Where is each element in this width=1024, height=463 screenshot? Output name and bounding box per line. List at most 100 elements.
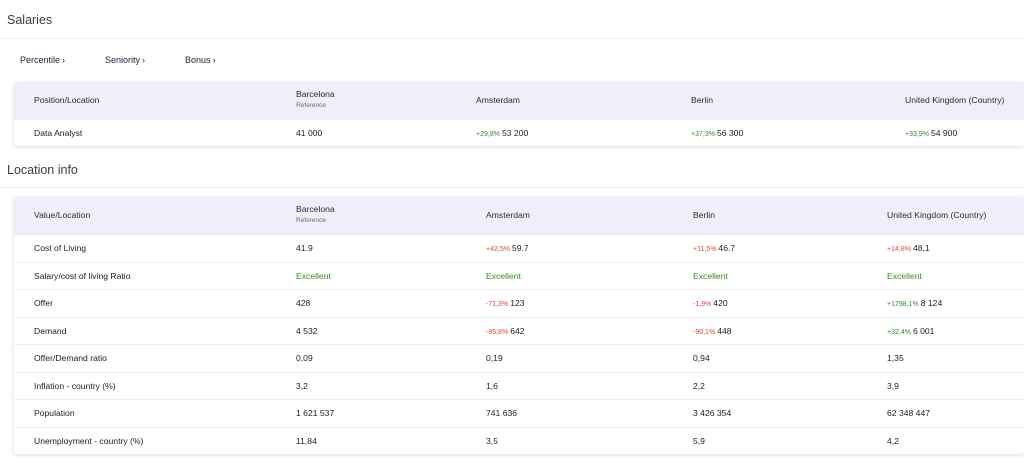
- berlin-value: 420: [713, 298, 728, 308]
- divider: [0, 187, 1024, 188]
- amsterdam-value: 59.7: [511, 243, 529, 253]
- reference-label: Reference: [296, 102, 326, 109]
- united-kingdom-cell: +1798,1% 8 124: [887, 298, 942, 308]
- row-label: Data Analyst: [34, 128, 83, 138]
- filter-bonus[interactable]: Bonus ›: [185, 55, 216, 65]
- header-position-location: Position/Location: [34, 95, 100, 105]
- filter-bonus-label: Bonus: [185, 55, 211, 65]
- table-row[interactable]: Unemployment - country (%) 11,84 3,5 5,9 4,2: [14, 426, 1024, 455]
- delta-badge: +42,5%: [486, 246, 510, 253]
- table-row[interactable]: Data Analyst 41 000 +29,8% 53 200 +37,3% 5…: [14, 119, 1024, 146]
- header-berlin: Berlin: [691, 95, 713, 105]
- filter-seniority[interactable]: Seniority ›: [105, 55, 145, 65]
- row-label: Population: [34, 408, 75, 418]
- united-kingdom-cell: +14,8% 48,1: [887, 243, 930, 253]
- chevron-right-icon: ›: [62, 55, 66, 65]
- location-info-table: Value/Location Barcelona Reference Amste…: [14, 197, 1024, 454]
- berlin-cell: +11,5% 46.7: [693, 243, 735, 253]
- amsterdam-cell: 0,19: [486, 353, 503, 363]
- berlin-cell: -90,1% 448: [693, 326, 732, 336]
- berlin-value: 56 300: [716, 128, 744, 138]
- united-kingdom-value: 8 124: [920, 298, 943, 308]
- united-kingdom-cell: 1,35: [887, 353, 904, 363]
- table-row[interactable]: Cost of Living 41.9 +42,5% 59.7 +11,5% 46.7 +1…: [14, 234, 1024, 262]
- united-kingdom-value: 6 001: [912, 325, 935, 336]
- delta-badge: +11,5%: [693, 246, 717, 253]
- united-kingdom-cell: +32,4% 6 001: [887, 326, 934, 336]
- delta-badge: +37,3%: [691, 131, 715, 138]
- amsterdam-cell: 1,6: [486, 381, 498, 391]
- amsterdam-value: 53 200: [501, 128, 529, 138]
- table-row[interactable]: Demand 4 532 -85,8% 642 -90,1% 448 +32,4% 6 001: [14, 316, 1024, 345]
- table-row[interactable]: Inflation - country (%) 3,2 1,6 2,2 3,9: [14, 371, 1024, 400]
- barcelona-value: 0,09: [296, 353, 313, 363]
- amsterdam-value: 642: [510, 325, 525, 336]
- table-row[interactable]: Offer/Demand ratio 0,09 0,19 0,94 1,35: [14, 344, 1024, 372]
- amsterdam-cell: Excellent: [486, 271, 521, 281]
- row-label: Salary/cost of living Ratio: [34, 270, 131, 281]
- berlin-cell: Excellent: [693, 271, 728, 281]
- united-kingdom-cell: Excellent: [887, 271, 922, 281]
- location-info-title: Location info: [7, 163, 78, 177]
- salaries-table: Position/Location Barcelona Reference Am…: [14, 82, 1024, 146]
- table-body: Cost of Living 41.9 +42,5% 59.7 +11,5% 46.7 +1…: [14, 234, 1024, 454]
- berlin-cell: +37,3% 56 300: [691, 128, 743, 138]
- delta-badge: +1798,1%: [887, 301, 919, 308]
- delta-badge: +32,4%: [887, 328, 911, 336]
- united-kingdom-cell: 4,2: [887, 436, 899, 446]
- filter-bar: Percentile › Seniority › Bonus ›: [20, 55, 256, 65]
- table-header: Position/Location Barcelona Reference Am…: [14, 82, 1024, 119]
- delta-badge: +29,8%: [476, 131, 500, 138]
- barcelona-value: 4 532: [296, 325, 318, 336]
- header-amsterdam: Amsterdam: [486, 210, 530, 220]
- amsterdam-value: 0,19: [486, 353, 503, 363]
- barcelona-value: 428: [296, 298, 311, 308]
- barcelona-value: 3,2: [296, 380, 308, 391]
- divider: [0, 38, 1024, 39]
- amsterdam-cell: +29,8% 53 200: [476, 128, 528, 138]
- barcelona-value: Excellent: [296, 270, 331, 281]
- reference-label: Reference: [296, 217, 326, 224]
- delta-badge: +33,9%: [905, 131, 929, 138]
- amsterdam-cell: 741 636: [486, 408, 517, 418]
- header-united-kingdom: United Kingdom (Country): [887, 210, 987, 220]
- berlin-value: Excellent: [693, 270, 728, 281]
- united-kingdom-value: 3,9: [887, 380, 899, 391]
- table-row[interactable]: Salary/cost of living Ratio Excellent Exce…: [14, 261, 1024, 290]
- amsterdam-value: 3,5: [486, 435, 498, 446]
- salaries-title: Salaries: [7, 13, 53, 27]
- table-row[interactable]: Population 1 621 537 741 636 3 426 354 62 34…: [14, 399, 1024, 427]
- barcelona-value: 11,84: [296, 435, 317, 446]
- berlin-value: 0,94: [693, 353, 710, 363]
- row-label: Inflation - country (%): [34, 380, 116, 391]
- united-kingdom-value: 62 348 447: [887, 408, 931, 418]
- header-barcelona-label: Barcelona: [296, 204, 335, 214]
- table-row[interactable]: Offer 428 -71,3% 123 -1,9% 420 +1798,1% 8 124: [14, 289, 1024, 317]
- filter-percentile-label: Percentile: [20, 55, 61, 65]
- berlin-value: 2,2: [693, 380, 705, 391]
- filter-percentile[interactable]: Percentile ›: [20, 55, 65, 65]
- delta-badge: -90,1%: [693, 328, 716, 336]
- row-label: Cost of Living: [34, 243, 87, 253]
- united-kingdom-value: 54 900: [930, 128, 958, 138]
- header-barcelona: Barcelona Reference: [296, 204, 335, 224]
- berlin-value: 448: [717, 325, 732, 336]
- berlin-cell: 3 426 354: [693, 408, 731, 418]
- berlin-cell: 0,94: [693, 353, 710, 363]
- united-kingdom-value: Excellent: [887, 270, 922, 281]
- row-label: Demand: [34, 325, 67, 336]
- berlin-cell: -1,9% 420: [693, 298, 728, 308]
- header-value-location: Value/Location: [34, 210, 91, 220]
- table-header: Value/Location Barcelona Reference Amste…: [14, 197, 1024, 234]
- amsterdam-value: 741 636: [486, 408, 518, 418]
- berlin-value: 3 426 354: [693, 408, 732, 418]
- chevron-right-icon: ›: [142, 55, 146, 65]
- amsterdam-cell: +42,5% 59.7: [486, 243, 529, 253]
- header-barcelona-label: Barcelona: [296, 89, 335, 99]
- amsterdam-value: 123: [510, 298, 525, 308]
- delta-badge: -85,8%: [486, 328, 509, 336]
- berlin-value: 46.7: [718, 243, 736, 253]
- berlin-cell: 5,9: [693, 436, 705, 446]
- row-label: Offer/Demand ratio: [34, 353, 107, 363]
- berlin-cell: 2,2: [693, 381, 705, 391]
